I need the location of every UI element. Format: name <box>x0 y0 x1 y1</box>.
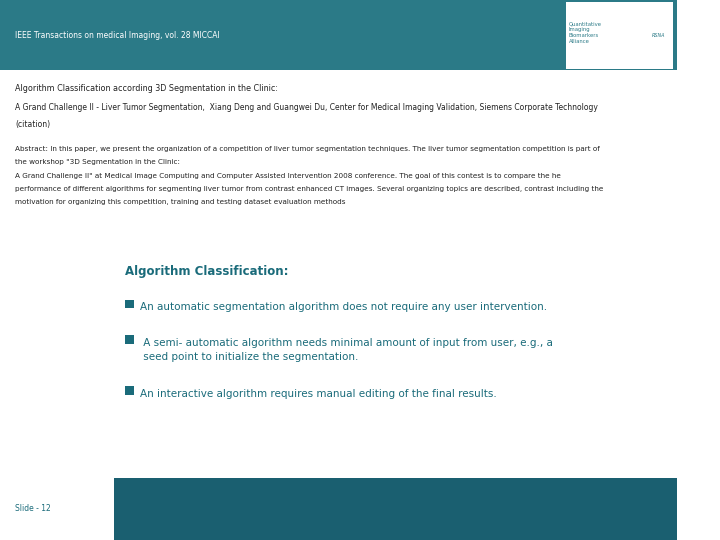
Text: the workshop "3D Segmentation in the Clinic:: the workshop "3D Segmentation in the Cli… <box>15 159 180 165</box>
Bar <box>125 386 134 395</box>
Text: (citation): (citation) <box>15 120 50 129</box>
Text: A Grand Challenge II" at Medical Image Computing and Computer Assisted Intervent: A Grand Challenge II" at Medical Image C… <box>15 173 561 179</box>
Bar <box>114 478 678 540</box>
Text: Algorithm Classification:: Algorithm Classification: <box>125 265 289 278</box>
Text: A Grand Challenge II - Liver Tumor Segmentation,  Xiang Deng and Guangwei Du, Ce: A Grand Challenge II - Liver Tumor Segme… <box>15 103 598 112</box>
Text: motivation for organizing this competition, training and testing dataset evaluat: motivation for organizing this competiti… <box>15 199 346 205</box>
Text: Slide - 12: Slide - 12 <box>15 504 50 514</box>
Text: An interactive algorithm requires manual editing of the final results.: An interactive algorithm requires manual… <box>140 389 497 399</box>
Text: A semi- automatic algorithm needs minimal amount of input from user, e.g., a
 se: A semi- automatic algorithm needs minima… <box>140 338 553 361</box>
Text: IEEE Transactions on medical Imaging, vol. 28 MICCAI: IEEE Transactions on medical Imaging, vo… <box>15 31 220 39</box>
Bar <box>0 0 678 70</box>
Text: Abstract: In this paper, we present the organization of a competition of liver t: Abstract: In this paper, we present the … <box>15 146 600 152</box>
Bar <box>125 300 134 308</box>
Text: performance of different algorithms for segmenting liver tumor from contrast enh: performance of different algorithms for … <box>15 186 603 192</box>
Text: Quantitative
Imaging
Biomarkers
Alliance: Quantitative Imaging Biomarkers Alliance <box>569 21 602 44</box>
Bar <box>566 2 672 69</box>
Text: Algorithm Classification according 3D Segmentation in the Clinic:: Algorithm Classification according 3D Se… <box>15 84 278 93</box>
Text: An automatic segmentation algorithm does not require any user intervention.: An automatic segmentation algorithm does… <box>140 302 547 313</box>
Text: RSNA: RSNA <box>652 32 666 38</box>
Bar <box>125 335 134 343</box>
